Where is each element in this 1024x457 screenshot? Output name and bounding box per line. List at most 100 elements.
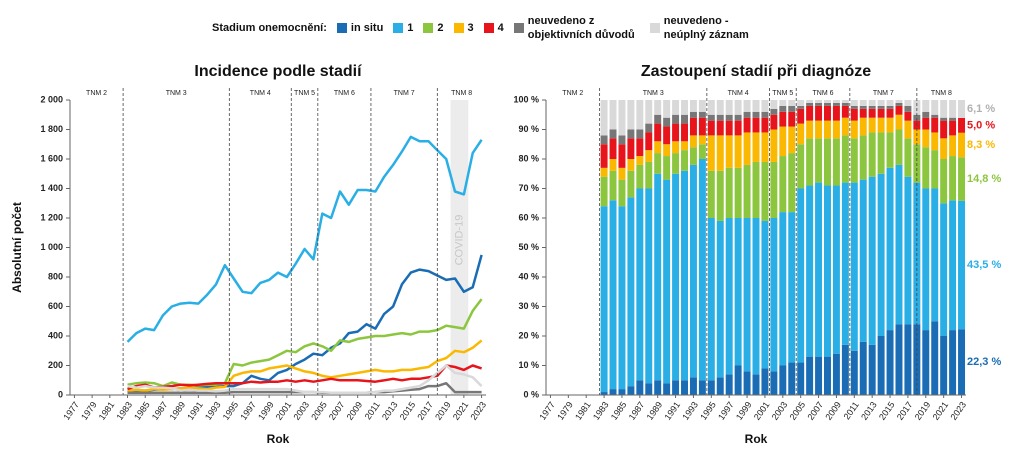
x-tick-label: 2011 [842,400,861,422]
bar-segment [806,102,814,106]
bar-segment [824,105,831,121]
bar-segment [788,111,796,127]
bar-segment [940,117,948,121]
bar-segment [815,102,823,106]
bar-segment [743,117,751,133]
period-label: TNM 6 [334,90,355,97]
bar-segment [877,117,885,133]
y-tick-label: 2 000 [40,94,63,104]
y-tick-label: 70 % [518,183,539,193]
period-label: TNM 8 [931,90,952,97]
bar-segment [618,167,626,180]
bar-segment [832,138,840,186]
bar-segment [618,389,626,395]
x-tick-label: 2009 [345,400,365,422]
bar-segment [886,132,894,168]
x-tick-label: 1991 [662,400,682,422]
bar-segment [663,179,671,384]
x-tick-label: 1977 [537,400,557,422]
y-tick-label: 50 % [518,242,539,252]
bar-segment [797,362,805,395]
plot [600,100,966,395]
x-tick-label: 2001 [752,400,772,422]
value-label: 14,8 % [967,173,1001,185]
series-line [127,364,482,391]
bar-segment [716,377,724,395]
bar-segment [725,218,733,375]
bar-segment [877,100,885,106]
bar-segment [600,135,608,145]
bar-segment [609,170,617,201]
bar-segment [797,108,805,124]
bar-segment [886,100,894,106]
x-tick-label: 2005 [788,400,808,422]
chart-title: Incidence podle stadií [194,63,362,80]
bar-segment [681,114,688,124]
x-tick-label: 2021 [451,400,471,422]
bar-segment [832,120,840,139]
bar-segment [734,218,742,366]
bar-segment [931,132,939,151]
bar-segment [859,135,867,180]
y-tick-label: 20 % [518,330,539,340]
bar-segment [743,100,751,112]
bar-segment [940,138,948,159]
bar-segment [779,365,787,395]
x-tick-label: 1989 [645,400,665,422]
bar-segment [859,100,867,106]
bar-segment [663,144,671,157]
bar-segment [922,111,930,118]
x-tick-label: 1993 [680,400,700,422]
x-tick-label: 1999 [734,400,754,422]
bar-segment [672,123,680,142]
bar-segment [672,100,680,115]
bar-segment [743,164,751,218]
bar-segment [716,120,724,136]
bar-segment [707,380,715,395]
bar-segment [618,100,626,136]
bar-segment [672,153,680,174]
legend-label: neuvedeno z objektivních důvodů [527,15,635,41]
x-tick-label: 1987 [627,400,647,422]
bar-segment [797,144,805,189]
bar-segment [788,126,796,154]
legend-title: Stadium onemocnění: [212,22,327,34]
x-tick-label: 1999 [256,400,276,422]
x-tick-label: 1995 [221,400,241,422]
bar-segment [770,218,778,372]
bar-segment [689,100,697,112]
bar-segment [672,173,680,381]
bar-segment [841,117,849,136]
bar-segment [922,330,930,395]
x-tick-label: 2003 [291,400,311,422]
bar-segment [841,182,849,345]
y-tick-label: 400 [48,330,63,340]
bar-segment [654,100,662,115]
bar-segment [913,100,921,115]
bar-segment [868,132,876,177]
bar-segment [904,176,912,325]
bar-segment [868,100,876,106]
bar-segment [663,126,671,145]
bar-segment [627,170,635,198]
bar-segment [770,100,778,109]
bar-segment [654,380,662,395]
bar-segment [949,200,957,331]
bar-segment [841,102,849,106]
x-tick-label: 2021 [931,400,951,422]
bar-segment [734,167,742,218]
bar-segment [886,105,894,109]
bar-segment [734,135,742,168]
bar-segment [672,141,680,154]
bar-segment [618,135,626,145]
bar-segment [931,150,939,189]
bar-segment [770,371,778,395]
x-tick-label: 2001 [274,400,294,422]
bar-segment [707,120,715,136]
bar-segment [761,117,769,133]
period-label: TNM 2 [86,90,107,97]
bar-segment [904,138,912,177]
bar-segment [958,117,966,133]
bar-segment [868,105,876,109]
